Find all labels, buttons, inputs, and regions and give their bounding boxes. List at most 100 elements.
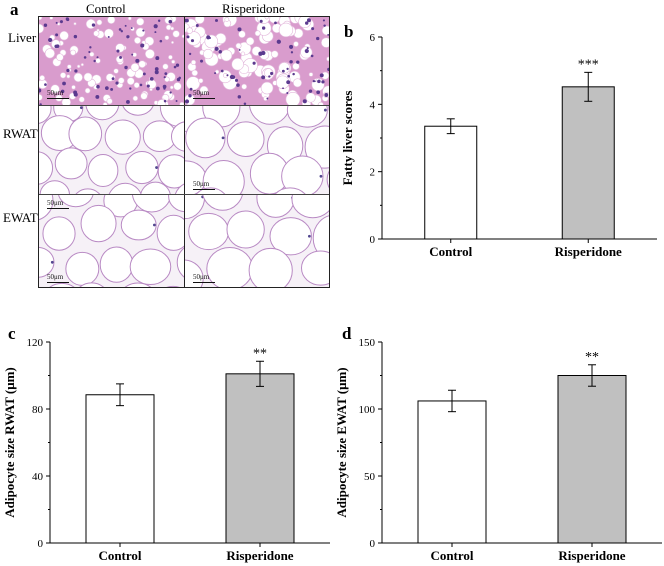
lipid-vacuole: [165, 24, 172, 31]
nucleus: [190, 39, 195, 43]
nucleus: [129, 87, 132, 90]
adipocyte: [226, 121, 265, 157]
scale-bar: 50μm: [193, 273, 215, 283]
lipid-vacuole: [164, 76, 170, 83]
lipid-vacuole: [292, 62, 300, 71]
lipid-vacuole: [132, 95, 139, 102]
lipid-vacuole: [326, 56, 329, 62]
nucleus: [218, 50, 222, 54]
lipid-vacuole: [238, 30, 246, 38]
nucleus: [59, 20, 63, 24]
nucleus: [110, 87, 114, 91]
adipocyte: [75, 188, 101, 194]
nucleus: [188, 52, 192, 56]
lipid-vacuole: [278, 62, 291, 74]
adipocyte: [174, 183, 184, 194]
adipocyte: [328, 106, 329, 112]
nucleus: [195, 24, 199, 27]
scale-label: 50μm: [47, 273, 64, 281]
lipid-vacuole: [186, 31, 201, 46]
x-tick-label: Risperidone: [555, 244, 622, 259]
lipid-vacuole: [144, 48, 155, 59]
significance-marker: **: [585, 350, 599, 365]
nucleus: [289, 60, 293, 64]
ewat-risperidone-micrograph: 50μm: [185, 195, 329, 287]
lipid-vacuole: [73, 72, 83, 83]
lipid-vacuole: [76, 64, 81, 69]
y-tick-label: 0: [38, 538, 44, 550]
nucleus: [73, 34, 78, 39]
adipocyte: [39, 195, 54, 221]
nucleus: [96, 84, 100, 89]
nucleus: [111, 77, 115, 81]
histology-row-liver: Liver: [8, 30, 37, 45]
nucleus: [311, 27, 315, 31]
nucleus: [327, 67, 329, 72]
scale-label: 50μm: [47, 199, 64, 207]
lipid-vacuole: [56, 53, 64, 62]
x-tick-label: Control: [430, 548, 473, 563]
nucleus: [153, 24, 158, 29]
lipid-vacuole: [260, 81, 274, 95]
nucleus: [188, 93, 192, 98]
nucleus: [306, 18, 311, 23]
lipid-vacuole: [202, 48, 214, 60]
lipid-vacuole: [83, 72, 93, 82]
lipid-vacuole: [135, 27, 146, 38]
adipocyte: [108, 182, 142, 194]
nucleus: [259, 19, 263, 23]
lipid-vacuole: [240, 51, 246, 56]
y-axis-label: Adipocyte size RWAT (μm): [2, 367, 17, 518]
nucleus: [120, 30, 123, 33]
adipocyte: [68, 116, 103, 152]
adipocyte: [269, 217, 312, 256]
scale-label: 50μm: [47, 89, 64, 97]
lipid-vacuole: [103, 28, 114, 39]
nucleus: [154, 67, 159, 71]
histology-column-risperidone: Risperidone: [222, 1, 285, 16]
nucleus: [115, 81, 119, 85]
bar: [424, 125, 478, 240]
chart-fatty-liver-scores: 0 2 4 6 Fatty liver scores Control *** Risperid…: [340, 32, 657, 259]
bar: [225, 373, 295, 544]
panel-letter-d: d: [342, 324, 352, 343]
nucleus: [95, 94, 100, 99]
nucleus: [322, 19, 326, 22]
liver-control-image: [39, 17, 184, 105]
adipocyte: [39, 180, 70, 194]
rwat-control-micrograph: [39, 106, 184, 194]
lipid-vacuole: [117, 77, 125, 84]
y-axis-label: Adipocyte size EWAT (μm): [334, 367, 349, 517]
y-tick-label: 0: [370, 234, 376, 246]
nucleus: [316, 90, 321, 95]
adipocyte: [54, 147, 88, 180]
nucleus: [155, 56, 160, 61]
nucleus: [319, 73, 324, 78]
scale-bar: 50μm: [193, 89, 215, 99]
nucleus: [266, 97, 269, 100]
lipid-vacuole: [173, 82, 182, 91]
adipocyte: [281, 155, 324, 194]
nucleus: [221, 136, 225, 140]
lipid-vacuole: [133, 82, 140, 89]
adipocyte: [202, 195, 243, 211]
lipid-vacuole: [106, 98, 113, 105]
nucleus: [146, 84, 150, 88]
rwat-risperidone-image: [185, 106, 329, 194]
nucleus: [152, 223, 156, 227]
nucleus: [281, 69, 285, 73]
nucleus: [140, 43, 145, 48]
nucleus: [238, 48, 241, 51]
y-axis-label: Fatty liver scores: [340, 91, 355, 186]
nucleus: [124, 24, 127, 27]
adipocyte: [248, 247, 293, 287]
nucleus: [286, 92, 289, 95]
adipocyte: [39, 151, 54, 185]
adipocyte: [312, 215, 329, 261]
lipid-vacuole: [39, 23, 45, 34]
nucleus: [164, 72, 168, 76]
x-tick-label: Control: [98, 548, 141, 563]
nucleus: [48, 37, 53, 43]
lipid-vacuole: [164, 35, 170, 41]
nucleus: [163, 87, 166, 90]
